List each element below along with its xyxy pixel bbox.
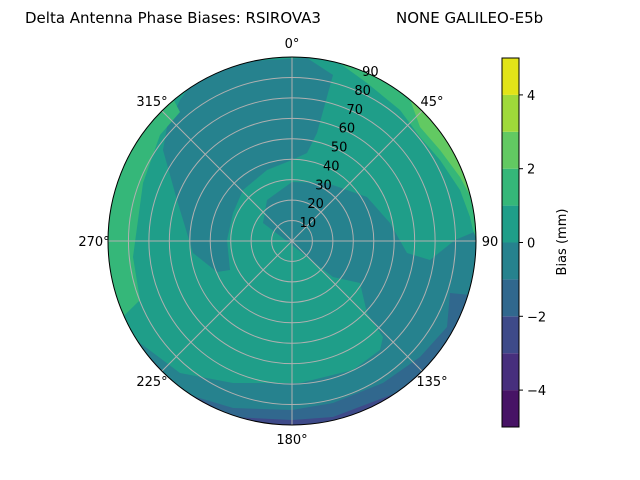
colorbar-label: Bias (mm) <box>555 209 570 276</box>
colorbar-band-4 <box>502 58 519 95</box>
angular-gridline <box>291 110 423 242</box>
theta-tick-label: 180° <box>276 433 307 448</box>
theta-tick-label: 270° <box>78 235 109 250</box>
contour-band-2-3 <box>410 100 471 197</box>
polar-grid <box>107 56 477 426</box>
r-tick-label: 60 <box>339 122 356 137</box>
colorbar-band--1 <box>502 242 519 280</box>
r-tick-label: 10 <box>300 216 317 231</box>
colorbar-band--2 <box>502 279 519 317</box>
r-tick-label: 90 <box>362 65 379 80</box>
r-tick-label: 50 <box>331 141 348 156</box>
colorbar-band--4 <box>502 353 519 391</box>
r-tick-label: 30 <box>315 178 332 193</box>
angular-gridline <box>161 110 293 242</box>
r-tick-label: 80 <box>354 84 371 99</box>
colorbar-tick-label: −2 <box>527 310 546 325</box>
r-tick-label: 20 <box>307 197 324 212</box>
r-tick-label: 40 <box>323 159 340 174</box>
contour-band-1-2 <box>108 100 180 316</box>
theta-tick-label: 90 <box>482 235 499 250</box>
colorbar-band--3 <box>502 316 519 354</box>
theta-tick-label: 45° <box>420 95 443 110</box>
contour-band--1-0 <box>163 58 333 272</box>
colorbar-band-2 <box>502 131 519 169</box>
contour-band--1-0 <box>137 182 476 425</box>
colorbar-tick-label: 4 <box>527 89 535 104</box>
chart-title-left: Delta Antenna Phase Biases: RSIROVA3 <box>25 9 321 27</box>
angular-gridline <box>161 240 293 372</box>
polar-labels: 0° 45° 90 135° 180° 225° 270° 315° 10 20 30 40 50 60 7… <box>78 37 498 448</box>
colorbar-tick-label: −4 <box>527 384 546 399</box>
colorbar-band-1 <box>502 168 519 206</box>
chart-title-right: NONE GALILEO-E5b <box>396 9 543 27</box>
colorbar-band-0 <box>502 205 519 243</box>
theta-tick-label: 315° <box>136 95 167 110</box>
polar-frame <box>107 56 477 426</box>
theta-tick-label: 0° <box>285 37 300 52</box>
theta-tick-label: 225° <box>136 375 167 390</box>
colorbar-band--5 <box>502 390 519 427</box>
contour-band--2--1 <box>145 293 468 425</box>
r-tick-label: 70 <box>346 103 363 118</box>
colorbar-band-3 <box>502 94 519 132</box>
contour-band--3--2 <box>189 393 395 425</box>
theta-tick-label: 135° <box>416 375 447 390</box>
colorbar: −4 −2 0 2 4 Bias (mm) <box>501 57 570 428</box>
colorbar-tick-label: 0 <box>527 237 535 252</box>
colorbar-tick-label: 2 <box>527 163 535 178</box>
angular-gridline <box>291 240 423 372</box>
